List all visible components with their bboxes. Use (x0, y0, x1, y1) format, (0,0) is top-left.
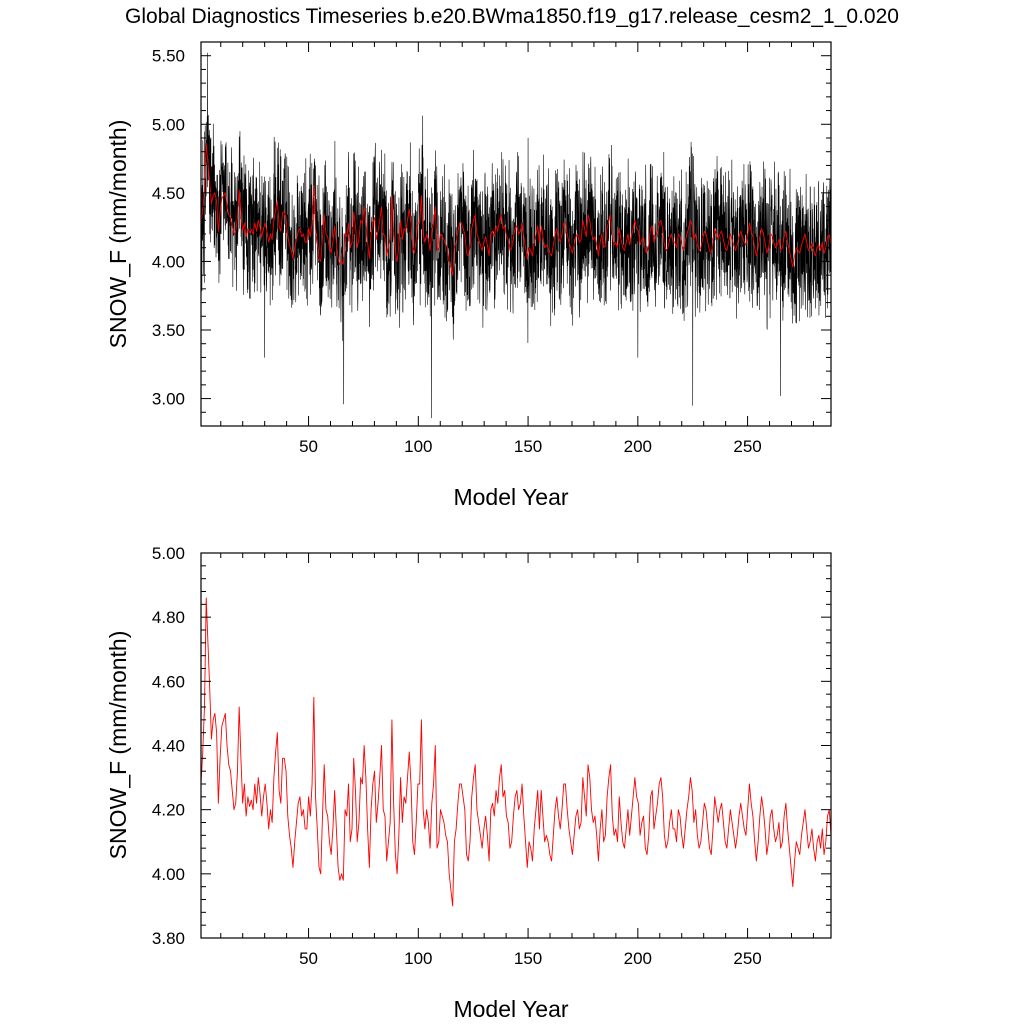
series-monthly-top (201, 52, 831, 419)
x-tick-label-100-top: 100 (404, 437, 432, 456)
x-tick-label-150-bottom: 150 (514, 949, 542, 968)
plot-frame-bottom (200, 552, 832, 939)
y-tick-label-5.50-top: 5.50 (152, 47, 185, 66)
y-axis-title-top: SNOW_F (mm/month) (105, 120, 131, 349)
figure-title: Global Diagnostics Timeseries b.e20.BWma… (125, 5, 899, 28)
series-annual_mean-top (201, 143, 831, 276)
x-tick-label-100-bottom: 100 (404, 949, 432, 968)
y-tick-label-4.50-top: 4.50 (152, 184, 185, 203)
tick-layer-top: 50 100 150 200 250 3.00 3.50 4.00 4.50 5.00 5.50 (152, 41, 831, 456)
tick-layer-bottom: 50 100 150 200 250 3.80 4.00 4.20 4.40 4.60 4.80 5.… (152, 544, 831, 968)
y-tick-label-4.40-bottom: 4.40 (152, 737, 185, 756)
x-axis-title-top: Model Year (453, 484, 568, 510)
y-tick-label-4.00-top: 4.00 (152, 252, 185, 271)
y-tick-label-4.80-bottom: 4.80 (152, 608, 185, 627)
y-tick-label-3.50-top: 3.50 (152, 321, 185, 340)
y-tick-label-5.00-top: 5.00 (152, 115, 185, 134)
y-tick-label-4.00-bottom: 4.00 (152, 865, 185, 884)
y-tick-label-3.00-top: 3.00 (152, 390, 185, 409)
series-annual_mean-bottom (201, 597, 831, 907)
timeseries-panel-bottom: 50 100 150 200 250 3.80 4.00 4.20 4.40 4.60 4.80 5.… (105, 544, 832, 1022)
x-tick-label-50-top: 50 (299, 437, 318, 456)
y-tick-label-4.20-bottom: 4.20 (152, 801, 185, 820)
y-tick-label-5.00-bottom: 5.00 (152, 544, 185, 563)
series-layer-bottom (201, 597, 831, 907)
y-tick-label-4.60-bottom: 4.60 (152, 672, 185, 691)
y-axis-title-bottom: SNOW_F (mm/month) (105, 631, 131, 860)
y-tick-label-3.80-bottom: 3.80 (152, 929, 185, 948)
x-tick-label-250-bottom: 250 (733, 949, 761, 968)
x-tick-label-150-top: 150 (514, 437, 542, 456)
series-layer-top (201, 52, 831, 419)
x-tick-label-50-bottom: 50 (299, 949, 318, 968)
timeseries-panel-top: 50 100 150 200 250 3.00 3.50 4.00 4.50 5.00 5.50 M… (105, 41, 832, 510)
x-tick-label-250-top: 250 (733, 437, 761, 456)
x-tick-label-200-top: 200 (624, 437, 652, 456)
x-tick-label-200-bottom: 200 (624, 949, 652, 968)
x-axis-title-bottom: Model Year (453, 996, 568, 1022)
